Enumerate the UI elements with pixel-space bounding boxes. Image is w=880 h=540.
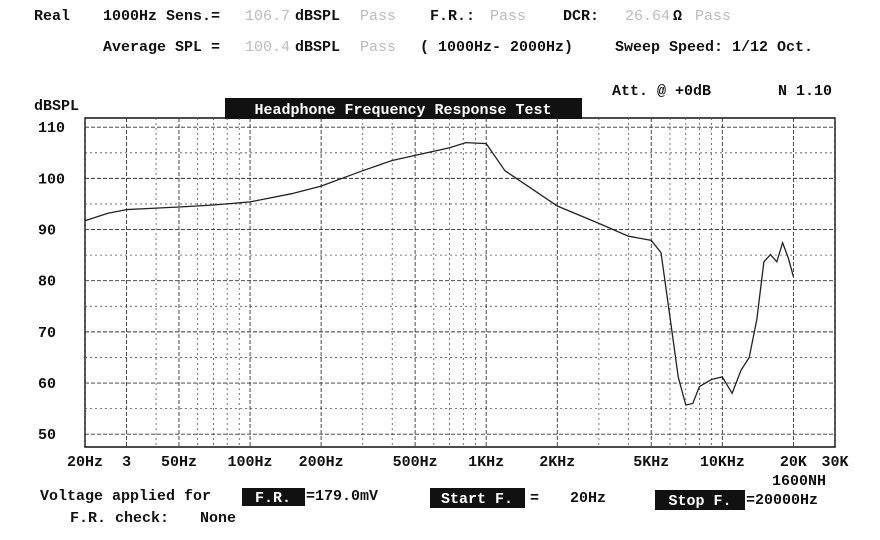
check-value: None (200, 510, 236, 527)
start-box (430, 488, 525, 508)
voltage-value: =179.0mV (306, 488, 378, 505)
check-label: F.R. check: (70, 510, 169, 527)
y-tick-label: 70 (38, 325, 56, 342)
avg-value: 100.4 (245, 39, 290, 56)
start-box-label: Start F. (441, 491, 513, 508)
x-tick-label: 1KHz (468, 454, 504, 471)
dcr-label: DCR: (563, 8, 599, 25)
x-tick-label: 100Hz (228, 454, 273, 471)
y-tick-label: 100 (38, 171, 65, 188)
sens-value: 106.7 (245, 8, 290, 25)
sens-status: Pass (360, 8, 396, 25)
x-tick-label: 20Hz (67, 454, 103, 471)
x-tick-label: 20K (780, 454, 807, 471)
x-tick-label: 10KHz (700, 454, 745, 471)
stop-box (655, 490, 745, 510)
y-tick-label: 90 (38, 223, 56, 240)
start-eq: = (530, 490, 539, 507)
dcr-unit: Ω (673, 8, 682, 25)
avg-status: Pass (360, 39, 396, 56)
response-curve (84, 141, 795, 406)
y-tick-label: 80 (38, 274, 56, 291)
x-tick-label: 3 (122, 454, 131, 471)
dcr-status: Pass (695, 8, 731, 25)
sens-label: 1000Hz Sens.= (103, 8, 220, 25)
fr-label: F.R.: (430, 8, 475, 25)
fr-status: Pass (490, 8, 526, 25)
fr-box (242, 488, 305, 506)
title-box (225, 98, 582, 119)
dcr-value: 26.64 (625, 8, 670, 25)
y-tick-label: 50 (38, 427, 56, 444)
y-axis-label: dBSPL (34, 98, 79, 115)
x-tick-label: 50Hz (161, 454, 197, 471)
avg-range: ( 1000Hz- 2000Hz) (420, 39, 573, 56)
x-tick-label: 200Hz (299, 454, 344, 471)
stop-box-label: Stop F. (668, 493, 731, 510)
y-tick-label: 110 (38, 120, 65, 137)
x-tick-label: 2KHz (539, 454, 575, 471)
header-label: Real (34, 8, 70, 25)
avg-label: Average SPL = (103, 39, 220, 56)
stop-value: =20000Hz (746, 492, 818, 509)
y-tick-label: 60 (38, 376, 56, 393)
attenuation: Att. @ +0dB (612, 83, 711, 100)
sens-unit: dBSPL (295, 8, 340, 25)
version: N 1.10 (778, 83, 832, 100)
x-tick-label: 5KHz (633, 454, 669, 471)
avg-unit: dBSPL (295, 39, 340, 56)
start-value: 20Hz (570, 490, 606, 507)
x-note: 1600NH (772, 473, 826, 490)
fr-box-label: F.R. (255, 490, 291, 507)
chart-title: Headphone Frequency Response Test (254, 102, 551, 119)
voltage-label: Voltage applied for (40, 488, 211, 505)
x-tick-label: 500Hz (393, 454, 438, 471)
sweep-speed: Sweep Speed: 1/12 Oct. (615, 39, 813, 56)
x-tick-label: 30K (821, 454, 848, 471)
